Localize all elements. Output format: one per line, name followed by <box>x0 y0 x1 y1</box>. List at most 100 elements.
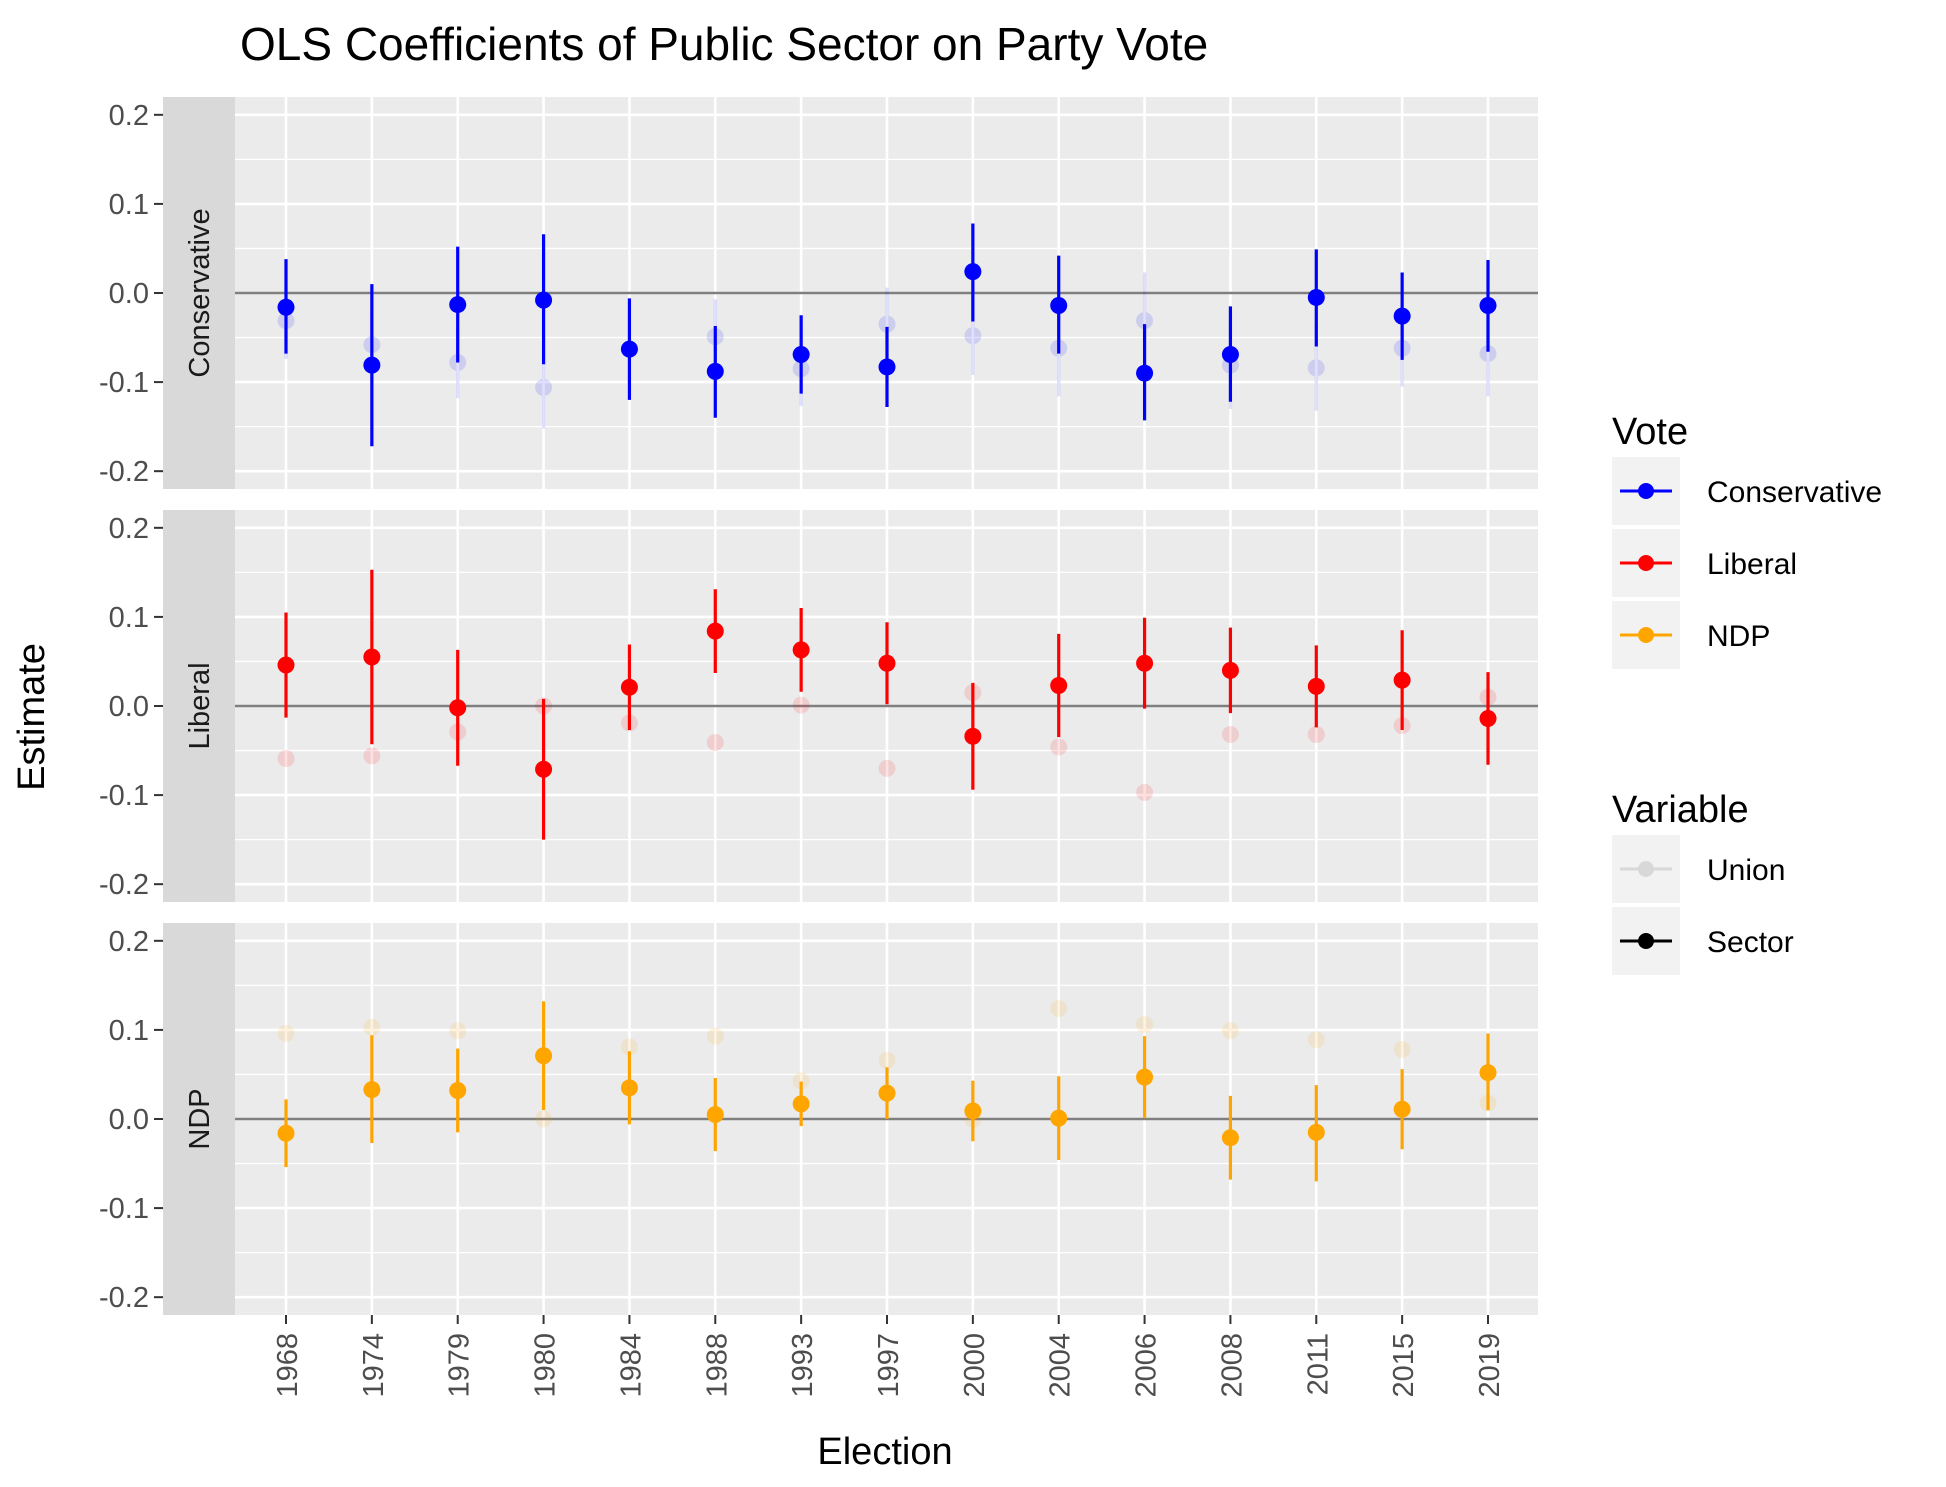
legend-key <box>1620 627 1672 643</box>
point-2008 <box>1221 1129 1239 1147</box>
point-2006 <box>1136 364 1154 382</box>
point-1997 <box>878 1051 896 1069</box>
legend-entry-liberal: Liberal <box>1612 529 1797 597</box>
point-1993 <box>792 345 810 363</box>
point-2000 <box>964 727 982 745</box>
point-2015 <box>1393 1100 1411 1118</box>
point-2004 <box>1050 677 1068 695</box>
legend-label: Liberal <box>1707 548 1797 581</box>
legend-key <box>1620 555 1672 571</box>
panel-conservative: Conservative 0.2 0.1 0.0 -0.1 -0.2 <box>99 97 1538 489</box>
point-1993 <box>792 1072 810 1090</box>
x-axis-title: Election <box>817 1431 952 1473</box>
legend-entry-ndp: NDP <box>1612 601 1770 669</box>
point-2019 <box>1479 296 1497 314</box>
y-tick-label: -0.1 <box>99 367 149 399</box>
legend-key <box>1620 933 1672 949</box>
y-tick-label: 0.0 <box>109 278 149 310</box>
x-tick-label: 1997 <box>873 1333 905 1398</box>
x-tick-label: 1988 <box>701 1333 733 1398</box>
legend-key-point <box>1638 627 1654 643</box>
point-2011 <box>1307 288 1325 306</box>
point-1993 <box>792 641 810 659</box>
point-1984 <box>620 340 638 358</box>
point-2008 <box>1221 661 1239 679</box>
facet-panels: Conservative 0.2 0.1 0.0 -0.1 -0.2 Liberal 0.2 0… <box>99 97 1538 1315</box>
legend-key-background <box>1612 835 1680 903</box>
y-tick-label: -0.1 <box>99 1193 149 1225</box>
point-1974 <box>363 747 381 765</box>
legend-label: Sector <box>1707 926 1794 959</box>
y-tick-label: 0.1 <box>109 189 149 221</box>
legend-key-point <box>1638 483 1654 499</box>
point-1974 <box>363 648 381 666</box>
series-sector <box>277 223 1497 447</box>
facet-label: Liberal <box>184 662 216 749</box>
point-2011 <box>1307 1031 1325 1049</box>
legend-title: Variable <box>1612 789 1749 831</box>
point-2006 <box>1136 783 1154 801</box>
point-1997 <box>878 654 896 672</box>
legends: Vote Conservative Liberal NDP Variable Union S… <box>1612 411 1882 975</box>
point-2015 <box>1393 1041 1411 1059</box>
legend-key-point <box>1638 555 1654 571</box>
point-1993 <box>792 696 810 714</box>
point-2015 <box>1393 307 1411 325</box>
point-1979 <box>449 1022 467 1040</box>
y-tick-label: 0.2 <box>109 513 149 545</box>
y-tick-label: 0.2 <box>109 926 149 958</box>
y-tick-label: 0.0 <box>109 1104 149 1136</box>
point-2011 <box>1307 1123 1325 1141</box>
x-tick-label: 1979 <box>444 1333 476 1398</box>
point-1979 <box>449 699 467 717</box>
point-1988 <box>706 622 724 640</box>
point-2008 <box>1221 1022 1239 1040</box>
point-2006 <box>1136 654 1154 672</box>
chart-title: OLS Coefficients of Public Sector on Par… <box>240 18 1208 70</box>
series-sector <box>277 1001 1497 1182</box>
legend-label: Conservative <box>1707 476 1882 509</box>
x-tick-label: 1974 <box>358 1333 390 1398</box>
point-2006 <box>1136 1068 1154 1086</box>
x-tick-label: 1980 <box>530 1333 562 1398</box>
x-tick-label: 2004 <box>1045 1333 1077 1398</box>
point-2006 <box>1136 312 1154 330</box>
point-2011 <box>1307 677 1325 695</box>
point-2019 <box>1479 1064 1497 1082</box>
y-tick-label: -0.2 <box>99 456 149 488</box>
x-tick-label: 1993 <box>787 1333 819 1398</box>
point-1974 <box>363 356 381 374</box>
point-2019 <box>1479 709 1497 727</box>
point-2011 <box>1307 726 1325 744</box>
x-tick-label: 1968 <box>272 1333 304 1398</box>
point-1979 <box>449 1081 467 1099</box>
facet-label: NDP <box>184 1088 216 1149</box>
y-tick-label: -0.1 <box>99 780 149 812</box>
legend-key-point <box>1638 861 1654 877</box>
x-tick-label: 1984 <box>615 1333 647 1398</box>
legend-entry-union: Union <box>1612 835 1785 903</box>
y-tick-label: 0.2 <box>109 100 149 132</box>
y-tick-label: -0.2 <box>99 1282 149 1314</box>
x-axis: 1968 1974 1979 1980 1984 1988 1993 1997 2000 2004… <box>272 1315 1506 1398</box>
point-2004 <box>1050 1000 1068 1018</box>
point-1980 <box>535 1047 553 1065</box>
facet-strip <box>163 923 235 1315</box>
point-1984 <box>620 1038 638 1056</box>
panel-liberal: Liberal 0.2 0.1 0.0 -0.1 -0.2 <box>99 510 1538 902</box>
point-2004 <box>1050 1109 1068 1127</box>
panel-ndp: NDP 0.2 0.1 0.0 -0.1 -0.2 <box>99 923 1538 1315</box>
point-1974 <box>363 1081 381 1099</box>
point-2008 <box>1221 726 1239 744</box>
point-1997 <box>878 315 896 333</box>
point-1980 <box>535 760 553 778</box>
facet-strip <box>163 97 235 489</box>
point-1988 <box>706 734 724 752</box>
legend-entry-sector: Sector <box>1612 907 1794 975</box>
y-tick-label: -0.2 <box>99 869 149 901</box>
point-2006 <box>1136 1016 1154 1034</box>
legend-label: NDP <box>1707 620 1770 653</box>
point-1997 <box>878 358 896 376</box>
y-tick-label: 0.0 <box>109 691 149 723</box>
